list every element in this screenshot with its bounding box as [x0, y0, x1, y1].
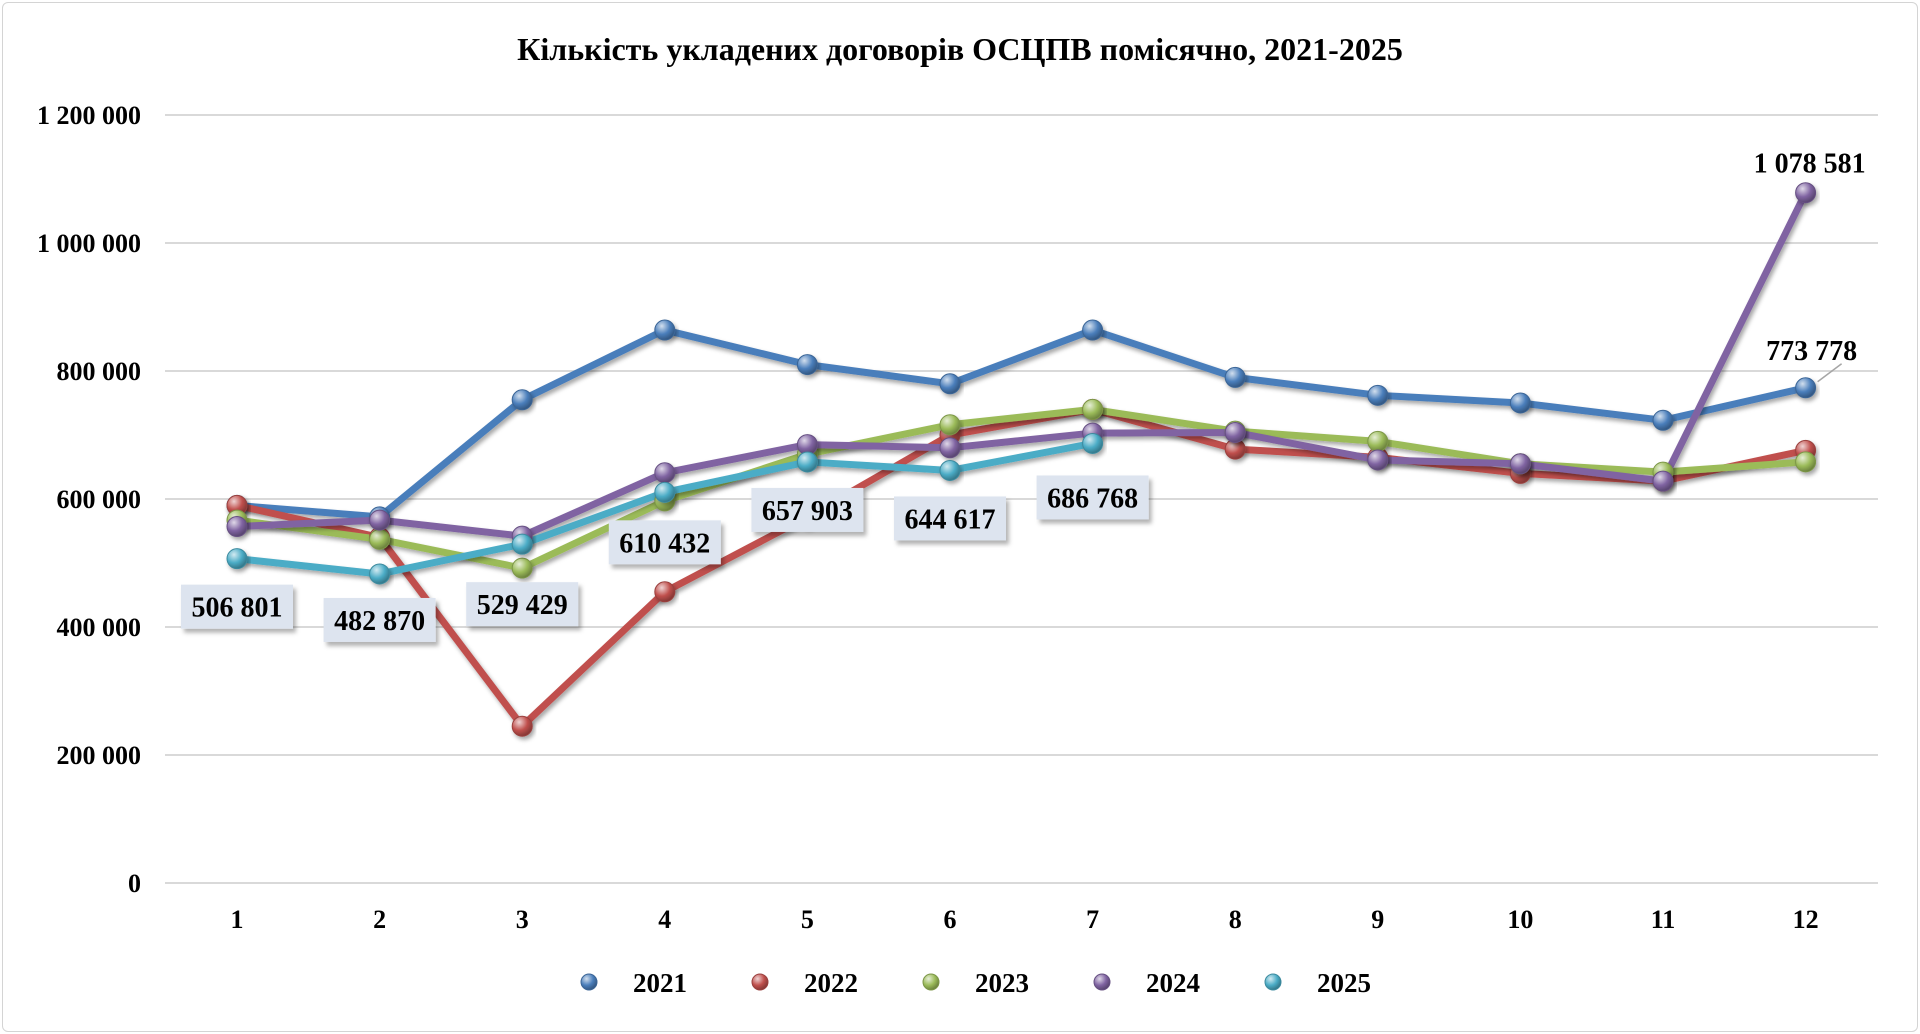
x-tick-label: 11	[1651, 905, 1676, 934]
data-label-leader	[1817, 363, 1843, 383]
data-label-box	[181, 584, 293, 629]
data-label: 610 432	[619, 528, 710, 559]
x-tick-label: 6	[944, 905, 957, 934]
data-point-2025	[369, 563, 391, 585]
legend-swatch-marker	[751, 973, 769, 991]
y-tick-label: 400 000	[57, 613, 142, 642]
series-line-2024	[233, 189, 1810, 540]
data-label-box	[323, 597, 436, 642]
data-point-2025	[1082, 432, 1104, 454]
x-tick-label: 7	[1086, 905, 1099, 934]
data-label: 644 617	[905, 504, 996, 535]
data-label: 657 903	[762, 496, 853, 527]
data-point-2024	[939, 437, 961, 459]
data-label-box	[608, 520, 721, 565]
y-tick-label: 600 000	[57, 485, 142, 514]
data-label-box	[1036, 475, 1149, 520]
data-point-2022	[511, 715, 533, 737]
legend-swatch-marker	[580, 973, 598, 991]
series-lines	[233, 189, 1810, 730]
legend-swatch-marker	[922, 973, 940, 991]
data-label-box	[466, 582, 579, 627]
y-tick-label: 200 000	[57, 741, 142, 770]
data-point-2023	[1082, 398, 1104, 420]
data-point-2021	[1795, 377, 1817, 399]
data-point-2021	[1367, 384, 1389, 406]
x-axis-ticks: 1 2 3 4 5 6 7 8 9 10 11 12	[231, 905, 1819, 934]
grid-lines	[165, 114, 1878, 884]
data-label: 1 078 581	[1754, 149, 1866, 180]
data-point-2021	[511, 389, 533, 411]
legend-label: 2025	[1317, 968, 1371, 998]
legend-swatch-marker	[1264, 973, 1282, 991]
data-label: 529 429	[477, 590, 568, 621]
legend-label: 2021	[633, 968, 687, 998]
x-tick-label: 3	[516, 905, 529, 934]
data-point-2025	[511, 533, 533, 555]
legend-item-2024[interactable]: 2024	[1061, 968, 1200, 998]
y-tick-label: 0	[128, 869, 141, 898]
y-tick-label: 1 200 000	[37, 101, 141, 130]
legend-label: 2022	[804, 968, 858, 998]
data-point-2024	[654, 462, 676, 484]
legend-item-2021[interactable]: 2021	[548, 968, 687, 998]
legend: 2021 2022 2023 2024 2025	[548, 968, 1371, 998]
legend-label: 2024	[1146, 968, 1200, 998]
data-point-2025	[796, 451, 818, 473]
x-tick-label: 4	[658, 905, 671, 934]
data-label: 482 870	[334, 606, 425, 637]
data-point-2023	[1795, 451, 1817, 473]
data-label: 506 801	[192, 593, 283, 624]
legend-label: 2023	[975, 968, 1029, 998]
series-line-2023	[233, 405, 1810, 572]
legend-swatch-marker	[1093, 973, 1111, 991]
data-point-2021	[1082, 319, 1104, 341]
data-point-2023	[369, 528, 391, 550]
legend-item-2025[interactable]: 2025	[1232, 968, 1371, 998]
data-point-2025	[654, 481, 676, 503]
data-point-2021	[796, 354, 818, 376]
data-point-2024	[369, 509, 391, 531]
data-point-2021	[1509, 392, 1531, 414]
data-point-2022	[654, 581, 676, 603]
series-line-2022	[233, 405, 1810, 730]
data-point-2024	[1652, 470, 1674, 492]
data-point-2021	[939, 373, 961, 395]
x-tick-label: 10	[1507, 905, 1533, 934]
x-tick-label: 1	[231, 905, 244, 934]
series-points	[226, 182, 1817, 737]
data-label-box	[751, 487, 864, 532]
data-point-2024	[226, 516, 248, 538]
data-point-2021	[1224, 366, 1246, 388]
data-label-box	[894, 496, 1006, 541]
x-tick-label: 12	[1793, 905, 1819, 934]
y-tick-label: 1 000 000	[37, 229, 141, 258]
data-point-2024	[1509, 453, 1531, 475]
data-point-2021	[654, 319, 676, 341]
x-tick-label: 2	[373, 905, 386, 934]
data-point-2023	[1367, 430, 1389, 452]
x-tick-label: 5	[801, 905, 814, 934]
x-tick-label: 8	[1229, 905, 1242, 934]
data-labels: 506 801 482 870 529 429 610 432 657 903 644 6…	[181, 149, 1866, 642]
x-tick-label: 9	[1371, 905, 1384, 934]
data-point-2025	[939, 459, 961, 481]
data-label: 686 768	[1047, 483, 1138, 514]
data-point-2024	[1367, 449, 1389, 471]
data-point-2021	[1652, 409, 1674, 431]
legend-item-2023[interactable]: 2023	[890, 968, 1029, 998]
data-point-2025	[226, 548, 248, 570]
data-label: 773 778	[1766, 336, 1857, 367]
y-tick-label: 800 000	[57, 357, 142, 386]
data-point-2024	[1795, 182, 1817, 204]
data-point-2023	[939, 414, 961, 436]
data-point-2023	[511, 557, 533, 579]
legend-item-2022[interactable]: 2022	[719, 968, 858, 998]
series-line-2021	[233, 326, 1810, 521]
data-point-2024	[1224, 421, 1246, 443]
y-axis-ticks: 0 200 000 400 000 600 000 800 000 1 000 000 1 …	[37, 101, 141, 898]
chart-title: Кількість укладених договорів ОСЦПВ помі…	[517, 31, 1403, 67]
